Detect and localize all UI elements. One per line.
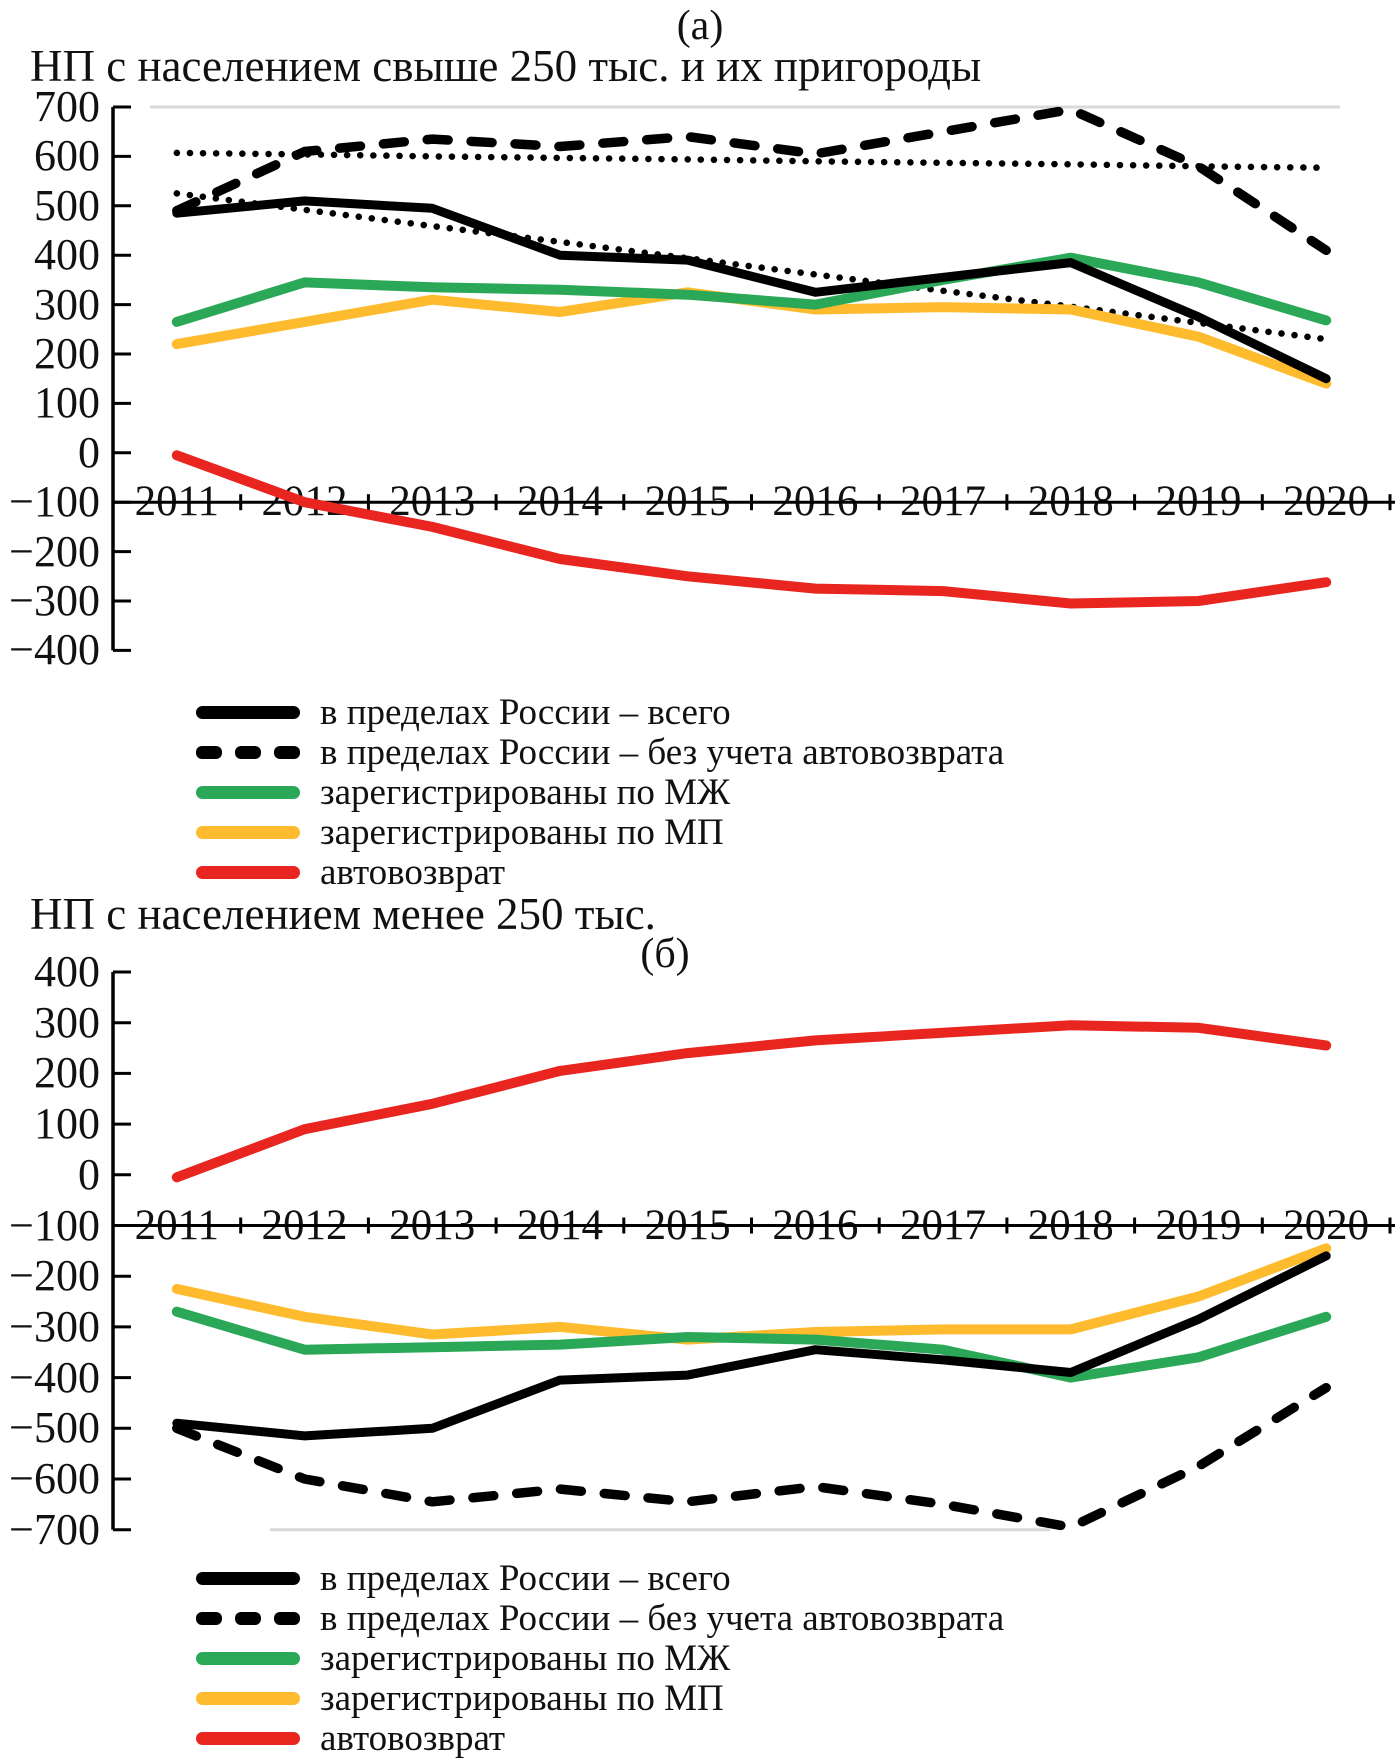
series-line-total [172, 1251, 1331, 1441]
y-tick-label: −600 [9, 1454, 100, 1503]
legend-swatch-solid-black [196, 1571, 300, 1585]
legend-color-bar [196, 785, 300, 799]
legend-color-bar [196, 825, 300, 839]
legend-swatch-red [196, 865, 300, 879]
legend-item-no-autoreturn: в пределах России – без учета автовозвра… [196, 1597, 1005, 1639]
y-tick-label: 300 [34, 279, 100, 329]
y-tick-label: −500 [9, 1403, 100, 1453]
y-tick-label: −700 [9, 1504, 100, 1554]
y-tick-label: 100 [34, 378, 100, 428]
legend-label: автовозврат [320, 1717, 506, 1759]
legend-label: в пределах России – без учета автовозвра… [320, 731, 1005, 773]
y-tick-label: 300 [34, 997, 100, 1047]
legend-label: зарегистрированы по МЖ [320, 771, 731, 813]
legend-color-bar [196, 1731, 300, 1745]
legend-panel-b: в пределах России – всего в пределах Рос… [196, 1557, 1005, 1759]
legend-label: зарегистрированы по МЖ [320, 1637, 731, 1679]
legend-dash-segment [235, 745, 261, 759]
legend-swatch-green [196, 785, 300, 799]
legend-item-autoreturn: автовозврат [196, 851, 1004, 893]
legend-item-mp: зарегистрированы по МП [196, 1677, 1004, 1719]
y-tick-label: −200 [9, 526, 100, 576]
legend-color-bar [196, 1691, 300, 1705]
y-tick-label: 200 [34, 329, 100, 378]
y-tick-label: −400 [9, 1352, 100, 1402]
legend-panel-a: в пределах России – всего в пределах Рос… [196, 691, 1005, 893]
legend-swatch-dashed-black [196, 745, 300, 759]
series-line-total [172, 196, 1331, 384]
legend-swatch-red [196, 1731, 300, 1745]
panel-b-label: (б) [640, 931, 690, 977]
y-tick-label: 700 [34, 82, 100, 131]
legend-label: в пределах России – всего [320, 1557, 731, 1599]
legend-item-mzh: зарегистрированы по МЖ [196, 771, 1004, 813]
legend-color-bar [196, 865, 300, 879]
series-line-trend_total [173, 190, 1330, 343]
series-line-autoreturn [171, 450, 1332, 609]
y-tick-label: 100 [34, 1099, 100, 1149]
legend-swatch-solid-black [196, 705, 300, 719]
legend-label: автовозврат [320, 851, 506, 893]
y-tick-label: 0 [78, 1149, 100, 1199]
legend-label: зарегистрированы по МП [320, 1677, 724, 1719]
legend-item-total: в пределах России – всего [196, 691, 1004, 733]
legend-swatch-yellow [196, 825, 300, 839]
legend-item-total: в пределах России – всего [196, 1557, 1004, 1599]
y-tick-label: 0 [78, 427, 100, 477]
legend-label: в пределах России – всего [320, 691, 731, 733]
series-line-autoreturn [171, 1020, 1332, 1183]
panel-a-label: (а) [676, 3, 724, 49]
y-tick-label: 400 [34, 230, 100, 280]
legend-dash-segment [274, 745, 300, 759]
legend-swatch-dashed-black [196, 1611, 300, 1625]
y-tick-label: −400 [9, 625, 100, 675]
panel-b-title: НП с населением менее 250 тыс. [30, 889, 656, 939]
y-tick-label: −100 [9, 477, 100, 527]
legend-dash-segment [196, 745, 222, 759]
series-line-no_autoreturn [172, 1382, 1331, 1532]
y-tick-label: 500 [34, 180, 100, 230]
series-line-mzh [171, 252, 1332, 327]
y-tick-label: −300 [9, 576, 100, 625]
y-tick-label: 600 [34, 131, 100, 181]
legend-swatch-yellow [196, 1691, 300, 1705]
legend-color-bar [196, 1651, 300, 1665]
y-tick-label: −200 [9, 1251, 100, 1301]
legend-dash-segment [274, 1611, 300, 1625]
panel-a-title: НП с населением свыше 250 тыс. и их приг… [30, 41, 982, 91]
legend-dash-segment [235, 1611, 261, 1625]
y-tick-label: 200 [34, 1048, 100, 1098]
legend-color-bar [196, 1571, 300, 1585]
y-tick-label: −100 [9, 1200, 100, 1250]
legend-label: зарегистрированы по МП [320, 811, 724, 853]
legend-label: в пределах России – без учета автовозвра… [320, 1597, 1005, 1639]
series-line-trend_no_autoreturn [173, 149, 1330, 172]
legend-dash-segment [196, 1611, 222, 1625]
y-tick-label: −300 [9, 1301, 100, 1351]
y-tick-label: 400 [34, 947, 100, 996]
legend-item-autoreturn: автовозврат [196, 1717, 1004, 1759]
series-line-no_autoreturn [172, 104, 1331, 256]
series-line-mp [171, 1243, 1332, 1345]
legend-item-no-autoreturn: в пределах России – без учета автовозвра… [196, 731, 1005, 773]
legend-swatch-green [196, 1651, 300, 1665]
legend-item-mzh: зарегистрированы по МЖ [196, 1637, 1004, 1679]
series-line-mp [171, 287, 1332, 389]
series-line-mzh [171, 1306, 1332, 1383]
legend-color-bar [196, 705, 300, 719]
legend-item-mp: зарегистрированы по МП [196, 811, 1004, 853]
